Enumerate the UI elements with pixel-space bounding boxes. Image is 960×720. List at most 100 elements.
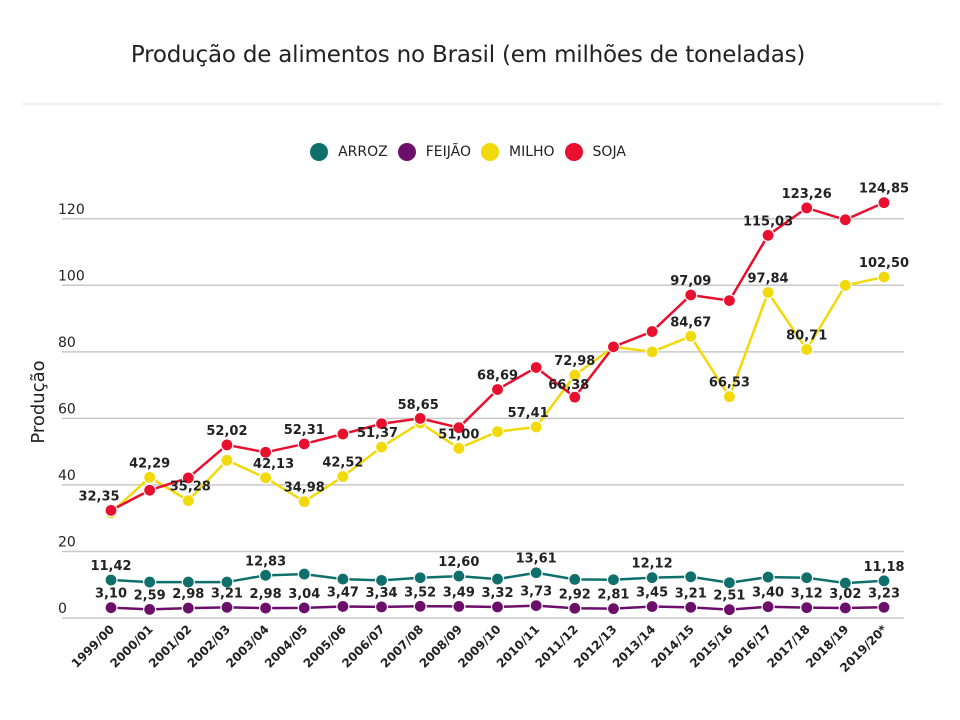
data-point[interactable] (490, 572, 505, 586)
data-point[interactable] (336, 599, 350, 614)
legend-item-milho[interactable]: MILHO (480, 143, 555, 161)
data-point[interactable] (645, 324, 659, 339)
data-point[interactable] (761, 228, 775, 242)
data-point[interactable] (838, 576, 852, 590)
data-label-milho: 66,53 (709, 376, 750, 391)
data-point[interactable] (529, 566, 543, 580)
data-point[interactable] (452, 599, 466, 613)
data-point[interactable] (722, 576, 737, 590)
data-point[interactable] (568, 572, 582, 587)
data-point[interactable] (877, 270, 891, 284)
data-point[interactable] (143, 483, 157, 497)
data-label-milho: 35,28 (170, 480, 211, 495)
data-point[interactable] (684, 570, 698, 584)
data-label-feijão: 3,73 (520, 585, 552, 600)
data-point[interactable] (181, 471, 195, 485)
data-label-milho: 34,98 (284, 481, 325, 496)
data-point[interactable] (374, 440, 389, 454)
data-point[interactable] (413, 571, 427, 585)
data-point[interactable] (181, 601, 195, 615)
data-point[interactable] (297, 567, 311, 581)
series-soja (104, 196, 891, 517)
data-point[interactable] (181, 575, 195, 589)
data-point[interactable] (606, 340, 621, 354)
data-point[interactable] (761, 285, 775, 300)
data-point[interactable] (800, 601, 814, 615)
data-point[interactable] (143, 470, 157, 484)
data-point[interactable] (259, 471, 273, 485)
data-point[interactable] (143, 575, 157, 589)
data-point[interactable] (722, 390, 737, 404)
data-label-milho: 84,67 (670, 315, 711, 330)
data-label-milho: 51,37 (357, 426, 398, 441)
data-point[interactable] (877, 196, 891, 210)
data-point[interactable] (104, 601, 118, 615)
data-point[interactable] (297, 601, 311, 615)
data-point[interactable] (684, 288, 698, 302)
data-point[interactable] (645, 571, 659, 585)
data-point[interactable] (761, 600, 775, 614)
data-point[interactable] (259, 445, 273, 459)
legend-item-feijao[interactable]: FEIJÃO (397, 143, 471, 161)
legend-item-arroz[interactable]: ARROZ (310, 143, 388, 161)
data-point[interactable] (259, 568, 273, 582)
data-label-soja: 68,69 (477, 368, 518, 383)
data-label-feijão: 3,40 (752, 586, 784, 601)
data-point[interactable] (143, 602, 157, 616)
data-point[interactable] (490, 382, 505, 397)
data-point[interactable] (490, 425, 505, 439)
data-point[interactable] (297, 437, 311, 451)
data-point[interactable] (722, 294, 737, 308)
data-point[interactable] (722, 603, 737, 617)
data-point[interactable] (374, 417, 389, 431)
data-point[interactable] (490, 600, 505, 614)
data-point[interactable] (800, 571, 814, 585)
data-point[interactable] (606, 602, 621, 616)
data-point[interactable] (529, 598, 543, 613)
data-point[interactable] (568, 390, 582, 404)
data-point[interactable] (220, 600, 234, 614)
data-point[interactable] (220, 575, 234, 589)
data-point[interactable] (413, 599, 427, 613)
data-point[interactable] (297, 495, 311, 509)
data-point[interactable] (645, 345, 659, 359)
data-point[interactable] (684, 600, 698, 614)
data-point[interactable] (336, 427, 350, 441)
legend-marker-milho (480, 143, 499, 161)
data-point[interactable] (220, 438, 234, 452)
data-point[interactable] (452, 441, 466, 455)
data-point[interactable] (684, 329, 698, 343)
data-point[interactable] (104, 503, 118, 517)
data-point[interactable] (413, 411, 427, 425)
data-point[interactable] (452, 569, 466, 583)
legend-item-soja[interactable]: SOJA (564, 143, 626, 161)
data-point[interactable] (374, 573, 389, 588)
data-point[interactable] (606, 573, 621, 587)
data-point[interactable] (374, 600, 389, 614)
data-label-soja: 115,03 (743, 214, 793, 229)
data-point[interactable] (877, 574, 891, 588)
data-point[interactable] (336, 469, 350, 484)
data-point[interactable] (645, 599, 659, 614)
data-point[interactable] (838, 278, 852, 292)
data-point[interactable] (529, 420, 543, 434)
data-point[interactable] (568, 368, 582, 382)
data-point[interactable] (104, 573, 118, 587)
data-point[interactable] (800, 342, 814, 357)
data-point[interactable] (452, 421, 466, 435)
data-point[interactable] (259, 601, 273, 615)
data-point[interactable] (220, 453, 234, 467)
data-point[interactable] (529, 360, 543, 375)
data-point[interactable] (336, 572, 350, 586)
data-point[interactable] (761, 570, 775, 584)
data-label-arroz: 12,83 (245, 554, 286, 569)
data-point[interactable] (877, 600, 891, 614)
data-point[interactable] (568, 601, 582, 615)
data-label-milho: 80,71 (786, 328, 827, 343)
data-point[interactable] (800, 201, 814, 215)
data-point[interactable] (838, 601, 852, 615)
data-point[interactable] (181, 494, 195, 508)
data-point[interactable] (838, 213, 852, 227)
data-label-soja: 97,09 (670, 274, 711, 289)
